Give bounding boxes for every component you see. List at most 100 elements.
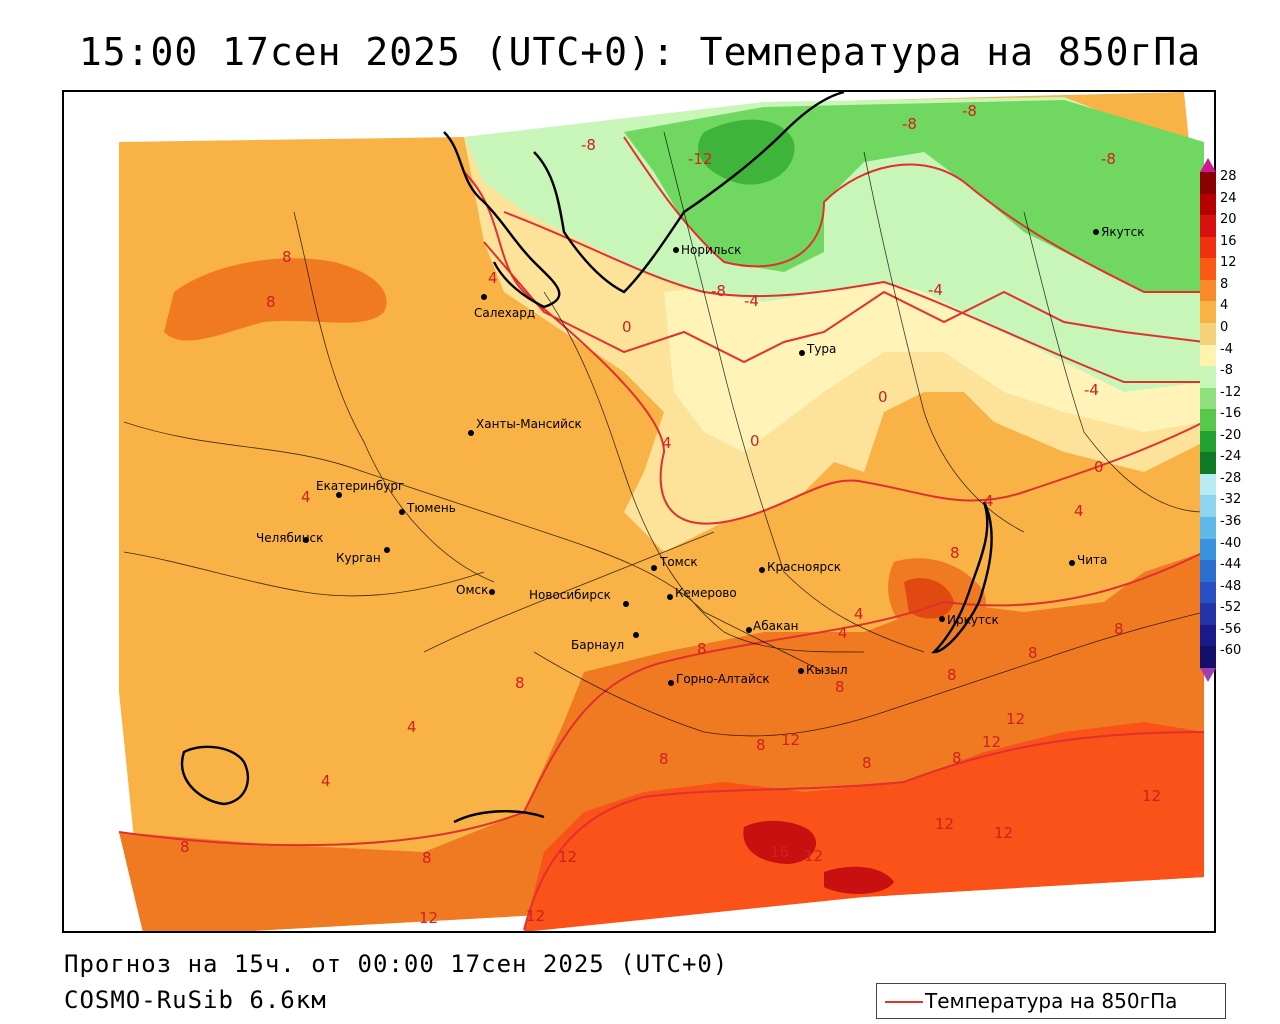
- iso-label: 8: [1114, 620, 1124, 638]
- city-dot-omsk: [489, 589, 495, 595]
- city-dot-krasnoyarsk: [759, 567, 765, 573]
- iso-label: 4: [407, 718, 417, 736]
- city-label-omsk: Омск: [456, 583, 488, 597]
- iso-label: 4: [662, 434, 672, 452]
- iso-label: 12: [558, 848, 577, 866]
- colorbar-tick-label: -20: [1220, 427, 1242, 443]
- city-dot-kemerovo: [667, 594, 673, 600]
- colorbar-segment: [1200, 517, 1216, 540]
- iso-label: 12: [935, 815, 954, 833]
- map-canvas: Норильск Якутск Салехард Тура Ханты-Манс…: [118, 92, 1205, 931]
- city-dot-novosibirsk: [623, 601, 629, 607]
- iso-label: 8: [515, 674, 525, 692]
- legend: Температура на 850гПа: [876, 983, 1226, 1019]
- city-label-krasnoyarsk: Красноярск: [767, 560, 841, 574]
- forecast-map[interactable]: Норильск Якутск Салехард Тура Ханты-Манс…: [62, 90, 1216, 933]
- iso-label: -8: [1101, 150, 1116, 168]
- lake-baikal: [931, 501, 993, 654]
- iso-label: -8: [962, 102, 977, 120]
- iso-label: 4: [1074, 502, 1084, 520]
- colorbar-segment: [1200, 322, 1216, 346]
- iso-label: 12: [526, 907, 545, 925]
- colorbar-segment: [1200, 495, 1216, 518]
- cold-core-minus12: [698, 119, 795, 185]
- city-label-irkutsk: Иркутск: [947, 613, 999, 627]
- iso-label: 8: [697, 640, 707, 658]
- border-4: [663, 131, 925, 653]
- iso-label: 8: [835, 678, 845, 696]
- colorbar-segment: [1200, 258, 1216, 281]
- colorbar: [1200, 158, 1216, 688]
- city-dot-chelyabinsk: [303, 537, 309, 543]
- iso-label: 16: [770, 843, 789, 861]
- isotherm-0: [483, 241, 1205, 364]
- iso-label: 12: [781, 731, 800, 749]
- iso-label: 4: [488, 269, 498, 287]
- warm-core-16: [743, 820, 817, 864]
- city-dot-irkutsk: [939, 616, 945, 622]
- colorbar-segment: [1200, 538, 1216, 561]
- city-dot-gorno: [668, 680, 674, 686]
- colorbar-segment: [1200, 581, 1216, 604]
- iso-label: -8: [902, 115, 917, 133]
- isotherm-minus4: [503, 211, 1204, 383]
- city-dot-tura: [799, 350, 805, 356]
- colorbar-segment: [1200, 430, 1216, 453]
- iso-label: 0: [1094, 458, 1104, 476]
- colorbar-segment: [1200, 646, 1216, 669]
- warm-core-16b: [824, 866, 894, 894]
- city-label-gorno: Горно-Алтайск: [676, 672, 770, 686]
- city-label-ekb: Екатеринбург: [316, 479, 404, 493]
- colorbar-segment: [1200, 172, 1216, 195]
- colorbar-tick-label: -36: [1220, 514, 1242, 530]
- iso-label: -4: [928, 281, 943, 299]
- iso-label: 8: [659, 750, 669, 768]
- border-3: [543, 291, 865, 653]
- city-dot-khanty: [468, 430, 474, 436]
- aral-sea: [180, 745, 250, 806]
- colorbar-tick-label: -4: [1220, 341, 1233, 357]
- isotherm-4: [463, 171, 1205, 525]
- colorbar-segment: [1200, 366, 1216, 389]
- iso-label: 0: [750, 432, 760, 450]
- iso-label: 12: [804, 847, 823, 865]
- isotherm-minus8: [623, 136, 1204, 293]
- colorbar-tick-label: -56: [1220, 621, 1242, 637]
- iso-label: 4: [838, 624, 848, 642]
- city-label-barnaul: Барнаул: [571, 638, 624, 652]
- colorbar-tick-label: -60: [1220, 643, 1242, 659]
- iso-label: 4: [321, 772, 331, 790]
- city-label-tomsk: Томск: [659, 555, 698, 569]
- colorbar-segment: [1200, 603, 1216, 626]
- iso-label: 8: [952, 749, 962, 767]
- city-dot-kurgan: [384, 547, 390, 553]
- colorbar-tick-label: 8: [1220, 276, 1229, 292]
- colorbar-tick-label: -28: [1220, 470, 1242, 486]
- colorbar-tick-label: -40: [1220, 535, 1242, 551]
- iso-label: 12: [419, 909, 438, 927]
- legend-label: Температура на 850гПа: [925, 989, 1178, 1013]
- city-label-yakutsk: Якутск: [1101, 225, 1145, 239]
- colorbar-segment: [1200, 344, 1216, 367]
- colorbar-tick-label: 4: [1220, 298, 1229, 314]
- map-title: 15:00 17сен 2025 (UTC+0): Температура на…: [78, 30, 1202, 74]
- colorbar-tick-label: -12: [1220, 384, 1242, 400]
- colorbar-tick-label: -16: [1220, 406, 1242, 422]
- city-label-kurgan: Курган: [336, 551, 381, 565]
- cool-zone-4: [664, 252, 1204, 452]
- colorbar-tick-label: 16: [1220, 233, 1237, 249]
- iso-label: 12: [1142, 787, 1161, 805]
- border-8: [123, 551, 485, 597]
- iso-label: 8: [180, 838, 190, 856]
- city-dot-tomsk: [651, 565, 657, 571]
- border-5: [863, 151, 1025, 533]
- border-2: [293, 211, 495, 583]
- colorbar-segment: [1200, 452, 1216, 475]
- colorbar-tick-label: 20: [1220, 212, 1237, 228]
- city-dot-abakan: [746, 627, 752, 633]
- colorbar-segment: [1200, 215, 1216, 238]
- colorbar-arrow-bottom: [1200, 668, 1216, 682]
- iso-label: 0: [622, 318, 632, 336]
- warm-blob-north: [164, 258, 387, 341]
- city-dot-chita: [1069, 560, 1075, 566]
